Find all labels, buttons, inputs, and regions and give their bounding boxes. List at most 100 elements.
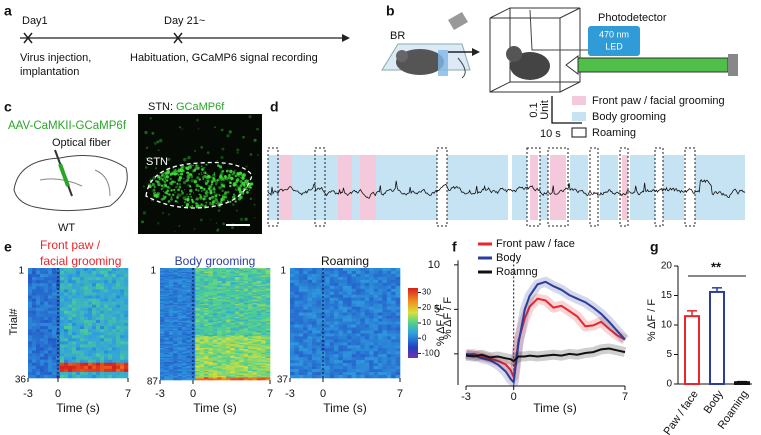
heatmap-cell [226, 359, 231, 361]
heatmap-cell [204, 341, 209, 343]
heatmap-cell [44, 326, 49, 330]
heatmap-cell [208, 314, 214, 316]
heatmap-cell [182, 368, 187, 371]
heatmap-cell [120, 298, 125, 302]
heatmap-cell [347, 324, 352, 328]
heatmap-cell [195, 361, 200, 364]
heatmap-cell [182, 334, 187, 337]
heatmap-cell [28, 310, 33, 315]
heatmap-cell [248, 269, 253, 271]
heatmap-cell [199, 298, 205, 301]
heatmap-cell [36, 374, 41, 379]
heatmap-cell [294, 273, 300, 278]
heatmap-cell [108, 286, 113, 290]
heatmap-cell [164, 300, 170, 302]
heatmap-cell [160, 269, 165, 271]
heatmap-cell [226, 345, 231, 347]
heatmap-cell [48, 356, 53, 360]
heatmap-cell [190, 322, 196, 324]
heatmap-cell [347, 273, 352, 278]
heatmap-cell [68, 332, 73, 336]
heatmap-cell [230, 341, 236, 343]
heatmap-cell [56, 368, 61, 373]
x-label: Time (s) [56, 401, 100, 415]
heatmap-cell [32, 329, 37, 333]
heatmap-cell [217, 360, 222, 363]
heatmap-cell [199, 275, 205, 278]
heatmap-cell [356, 363, 361, 367]
detector [728, 54, 738, 76]
heatmap-cell [364, 333, 370, 337]
heatmap-cell [84, 298, 89, 302]
cell [145, 157, 148, 160]
heatmap-cell [230, 292, 236, 295]
cell [151, 182, 155, 187]
heatmap-cell [44, 347, 49, 351]
heatmap-cell [360, 270, 366, 275]
heatmap-cell [186, 349, 192, 351]
heatmap-cell [351, 372, 357, 376]
heatmap-cell [182, 337, 187, 340]
heatmap-cell [221, 320, 227, 323]
heatmap-cell [120, 362, 125, 367]
heatmap-cell [199, 279, 205, 282]
heatmap-cell [84, 286, 89, 290]
heatmap-cell [217, 298, 222, 301]
heatmap-cell [294, 291, 300, 296]
heatmap-cell [204, 358, 209, 360]
heatmap-cell [256, 269, 262, 271]
heatmap-cell [195, 333, 200, 336]
heatmap-cell [195, 300, 200, 302]
heatmap-cell [386, 330, 392, 334]
heatmap-cell [195, 364, 200, 367]
heatmap-cell [80, 319, 85, 324]
heatmap-cell [325, 318, 330, 322]
heatmap-cell [195, 372, 200, 374]
heatmap-cell [347, 348, 352, 352]
heatmap-cell [76, 329, 81, 333]
cell [233, 181, 237, 186]
heatmap-cell [164, 316, 170, 319]
heatmap-cell [195, 304, 200, 306]
heatmap-cell [256, 354, 262, 356]
heatmap-cell [320, 369, 326, 373]
heatmap-cell [256, 319, 262, 322]
heatmap-cell [124, 271, 129, 275]
heatmap-cell [234, 310, 240, 313]
heatmap-cell [204, 345, 209, 347]
heatmap-cell [64, 301, 69, 305]
cell [205, 163, 208, 166]
heatmap-cell [182, 319, 187, 322]
heatmap-cell [68, 268, 73, 272]
heatmap-cell [96, 344, 101, 348]
heatmap-cell [395, 363, 401, 367]
heatmap-cell [92, 374, 97, 379]
heatmap-cell [256, 301, 262, 304]
heatmap-cell [221, 354, 227, 356]
heatmap-cell [190, 278, 196, 280]
heatmap-cell [261, 323, 266, 325]
heatmap-cell [226, 291, 231, 293]
heatmap-cell [391, 372, 396, 376]
heatmap-cell [329, 270, 335, 275]
heatmap-cell [116, 289, 121, 293]
heatmap-cell [307, 297, 313, 302]
heatmap-cell [234, 354, 240, 356]
heatmap-cell [160, 378, 165, 381]
heatmap-cell [195, 367, 200, 369]
heatmap-cell [44, 316, 49, 321]
heatmap-cell [32, 362, 37, 367]
heatmap-cell [182, 376, 187, 378]
heatmap-cell [199, 273, 205, 275]
heatmap-cell [120, 371, 125, 376]
heatmap-cell [373, 369, 379, 373]
y-tick-label: 5 [666, 349, 672, 360]
heatmap-cell [226, 302, 231, 305]
heatmap-cell [265, 324, 271, 327]
heatmap-cell [217, 302, 222, 305]
heatmap-cell [208, 274, 214, 277]
heatmap-cell [391, 285, 396, 290]
heatmap-cell [395, 357, 401, 361]
heatmap-cell [173, 307, 178, 310]
